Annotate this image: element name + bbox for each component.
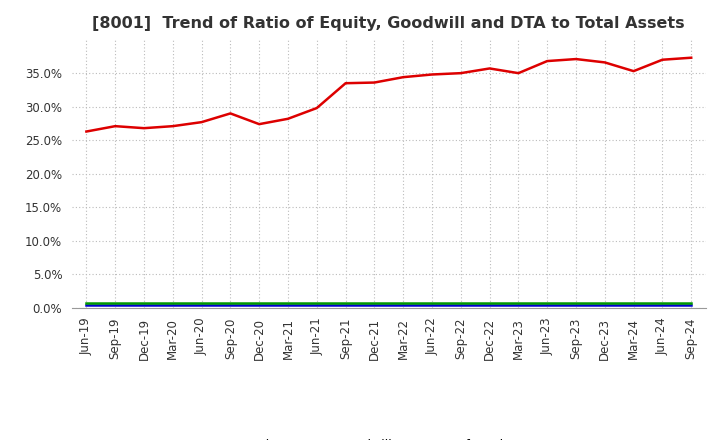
Goodwill <box>543 303 552 308</box>
Equity <box>514 70 523 76</box>
Goodwill <box>399 303 408 308</box>
Goodwill <box>226 303 235 308</box>
Deferred Tax Assets <box>312 301 321 306</box>
Goodwill <box>140 303 148 308</box>
Deferred Tax Assets <box>514 301 523 306</box>
Goodwill <box>82 303 91 308</box>
Goodwill <box>341 303 350 308</box>
Goodwill <box>284 303 292 308</box>
Equity <box>456 70 465 76</box>
Deferred Tax Assets <box>687 301 696 306</box>
Deferred Tax Assets <box>140 301 148 306</box>
Equity <box>485 66 494 71</box>
Line: Equity: Equity <box>86 58 691 132</box>
Deferred Tax Assets <box>485 301 494 306</box>
Equity <box>226 111 235 116</box>
Deferred Tax Assets <box>543 301 552 306</box>
Equity <box>370 80 379 85</box>
Goodwill <box>370 303 379 308</box>
Equity <box>140 125 148 131</box>
Goodwill <box>572 303 580 308</box>
Goodwill <box>687 303 696 308</box>
Goodwill <box>600 303 609 308</box>
Deferred Tax Assets <box>456 301 465 306</box>
Equity <box>658 57 667 62</box>
Goodwill <box>658 303 667 308</box>
Equity <box>629 69 638 74</box>
Deferred Tax Assets <box>658 301 667 306</box>
Deferred Tax Assets <box>629 301 638 306</box>
Deferred Tax Assets <box>168 301 177 306</box>
Equity <box>255 121 264 127</box>
Deferred Tax Assets <box>370 301 379 306</box>
Goodwill <box>428 303 436 308</box>
Equity <box>111 124 120 129</box>
Equity <box>543 59 552 64</box>
Deferred Tax Assets <box>341 301 350 306</box>
Equity <box>284 116 292 121</box>
Equity <box>312 106 321 111</box>
Equity <box>428 72 436 77</box>
Goodwill <box>255 303 264 308</box>
Goodwill <box>485 303 494 308</box>
Title: [8001]  Trend of Ratio of Equity, Goodwill and DTA to Total Assets: [8001] Trend of Ratio of Equity, Goodwil… <box>92 16 685 32</box>
Deferred Tax Assets <box>197 301 206 306</box>
Deferred Tax Assets <box>399 301 408 306</box>
Deferred Tax Assets <box>226 301 235 306</box>
Deferred Tax Assets <box>572 301 580 306</box>
Goodwill <box>111 303 120 308</box>
Equity <box>197 120 206 125</box>
Goodwill <box>629 303 638 308</box>
Equity <box>572 56 580 62</box>
Equity <box>341 81 350 86</box>
Legend: Equity, Goodwill, Deferred Tax Assets: Equity, Goodwill, Deferred Tax Assets <box>200 434 577 440</box>
Deferred Tax Assets <box>255 301 264 306</box>
Goodwill <box>312 303 321 308</box>
Goodwill <box>197 303 206 308</box>
Deferred Tax Assets <box>82 301 91 306</box>
Goodwill <box>456 303 465 308</box>
Equity <box>687 55 696 60</box>
Equity <box>168 124 177 129</box>
Deferred Tax Assets <box>600 301 609 306</box>
Goodwill <box>168 303 177 308</box>
Deferred Tax Assets <box>284 301 292 306</box>
Equity <box>399 74 408 80</box>
Deferred Tax Assets <box>111 301 120 306</box>
Equity <box>82 129 91 134</box>
Deferred Tax Assets <box>428 301 436 306</box>
Goodwill <box>514 303 523 308</box>
Equity <box>600 60 609 65</box>
